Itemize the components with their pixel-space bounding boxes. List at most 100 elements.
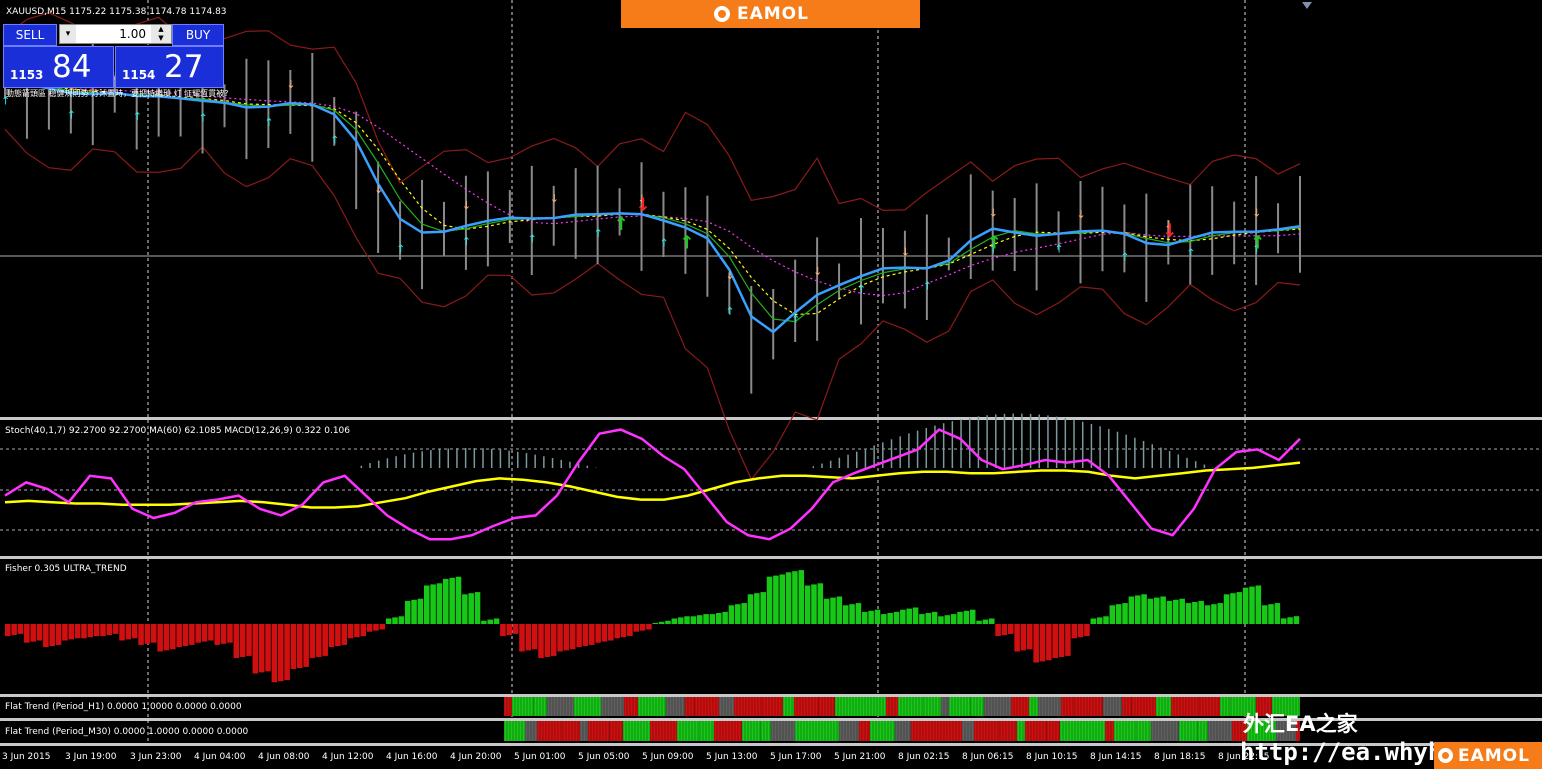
fisher-bar-positive [861, 611, 868, 624]
fisher-bar-negative [1001, 624, 1008, 635]
time-axis-label: 4 Jun 12:00 [322, 752, 374, 762]
buy-price-box[interactable]: 1154 27 [115, 46, 224, 88]
lot-size-input[interactable] [78, 25, 148, 43]
fisher-bar-positive [868, 610, 874, 624]
fisher-bar-negative [11, 624, 17, 635]
fisher-bar-positive [398, 616, 405, 624]
fisher-bar-negative [265, 624, 271, 672]
flat-trend-m30-bar [1000, 721, 1017, 741]
fisher-bar-negative [1027, 624, 1033, 650]
flat-trend-h1-bar [949, 697, 971, 716]
strong-sell-arrow-icon: ↓ [1162, 220, 1177, 241]
flat-trend-m30-bar [1198, 721, 1208, 741]
fisher-bar-negative [119, 624, 125, 641]
fisher-bar-positive [1179, 598, 1185, 624]
fisher-bar-negative [220, 624, 227, 644]
strong-sell-arrow-icon: ↓ [636, 195, 651, 216]
sell-price-prefix: 1153 [10, 68, 44, 82]
buy-arrow-icon: ↑ [330, 133, 339, 146]
flat-trend-m30-bar [504, 721, 525, 741]
flat-trend-h1-label: Flat Trend (Period_H1) 0.0000 1.0000 0.0… [5, 702, 242, 712]
sell-arrow-icon: ↓ [989, 207, 998, 220]
buy-arrow-icon: ↑ [791, 313, 800, 326]
fisher-bar-positive [1242, 587, 1249, 624]
fisher-bar-negative [297, 624, 303, 668]
flat-trend-m30-bar [1105, 721, 1114, 741]
flat-trend-h1-bar [685, 697, 695, 716]
flat-trend-h1-bar [971, 697, 984, 716]
signal-text: 動態箭頭區 稳健規則勢 灯沐置時，要把持繼瑣 灯 怔耀恆貫被? [6, 89, 229, 98]
sell-button[interactable]: SELL [3, 24, 57, 46]
fisher-bar-negative [43, 624, 49, 648]
lot-size-field[interactable]: ▾ ▲▼ [59, 24, 172, 44]
fisher-bar-positive [468, 593, 474, 624]
flat-trend-h1-bar [924, 697, 941, 716]
strong-buy-arrow-icon: ↑ [987, 233, 1002, 254]
fisher-bar-positive [411, 599, 417, 624]
fisher-bar-positive [817, 583, 824, 624]
fisher-bar-positive [747, 594, 754, 624]
fisher-bar-positive [792, 571, 798, 624]
eamol-logo-icon [714, 6, 730, 22]
buy-arrow-icon: ↑ [67, 108, 76, 121]
fisher-bar-positive [696, 615, 703, 624]
fisher-bar-negative [5, 624, 11, 637]
flat-trend-m30-bar [563, 721, 580, 741]
fisher-bar-negative [170, 624, 176, 650]
fisher-bar-negative [1084, 624, 1090, 637]
fisher-bar-positive [1096, 617, 1103, 624]
flat-trend-m30-bar [810, 721, 839, 741]
sell-arrow-icon: ↓ [286, 78, 295, 91]
lot-dropdown-icon[interactable]: ▾ [60, 25, 76, 43]
fisher-bar-negative [227, 624, 233, 643]
flat-trend-h1-bar [783, 697, 794, 716]
time-axis-label: 3 Jun 23:00 [130, 752, 182, 762]
buy-arrow-icon: ↑ [1120, 250, 1129, 263]
bottom-banner: EAMOL [1434, 742, 1542, 769]
fisher-bar-positive [1192, 602, 1198, 624]
fisher-bar-positive [1204, 605, 1211, 624]
flat-trend-m30-bar [700, 721, 714, 741]
fisher-bar-positive [417, 598, 424, 624]
time-axis-label: 4 Jun 04:00 [194, 752, 246, 762]
buy-arrow-icon: ↑ [133, 110, 142, 123]
time-axis-label: 5 Jun 05:00 [578, 752, 630, 762]
fisher-bar-negative [569, 624, 576, 650]
flat-trend-h1-bar [512, 697, 534, 716]
fisher-bar-positive [976, 620, 982, 624]
fisher-bar-positive [728, 605, 735, 624]
fisher-bar-positive [722, 611, 728, 624]
strong-buy-arrow-icon: ↑ [614, 214, 629, 235]
fisher-bar-negative [93, 624, 100, 637]
fisher-bar-negative [1020, 624, 1027, 651]
fisher-bar-positive [823, 598, 830, 624]
sell-arrow-icon: ↓ [462, 199, 471, 212]
fisher-bar-negative [74, 624, 81, 639]
fisher-bar-negative [589, 624, 595, 645]
fisher-bar-negative [144, 624, 151, 644]
fisher-bar-positive [1261, 605, 1268, 624]
fisher-bar-positive [798, 570, 805, 624]
fisher-bar-positive [1280, 618, 1287, 624]
fisher-bar-positive [836, 596, 843, 624]
fisher-bar-negative [531, 624, 538, 650]
lot-stepper[interactable]: ▲ ▼ [151, 25, 171, 43]
fisher-bar-negative [125, 624, 132, 640]
flat-trend-h1-bar [534, 697, 547, 716]
fisher-bar-negative [322, 624, 328, 656]
flat-trend-m30-bar [537, 721, 563, 741]
buy-button[interactable]: BUY [172, 24, 224, 46]
time-axis-label: 5 Jun 09:00 [642, 752, 694, 762]
fisher-bar-positive [1122, 603, 1128, 624]
flat-trend-m30-bar [1047, 721, 1060, 741]
fisher-bar-positive [1268, 604, 1274, 624]
scroll-marker-icon[interactable] [1302, 2, 1312, 9]
flat-trend-m30-bar [795, 721, 810, 741]
sell-arrow-icon: ↓ [1252, 207, 1261, 220]
fisher-bar-positive [1147, 598, 1154, 624]
sell-price-box[interactable]: 1153 84 [3, 46, 114, 88]
fisher-bar-positive [1115, 604, 1122, 624]
fisher-bar-negative [131, 624, 138, 639]
